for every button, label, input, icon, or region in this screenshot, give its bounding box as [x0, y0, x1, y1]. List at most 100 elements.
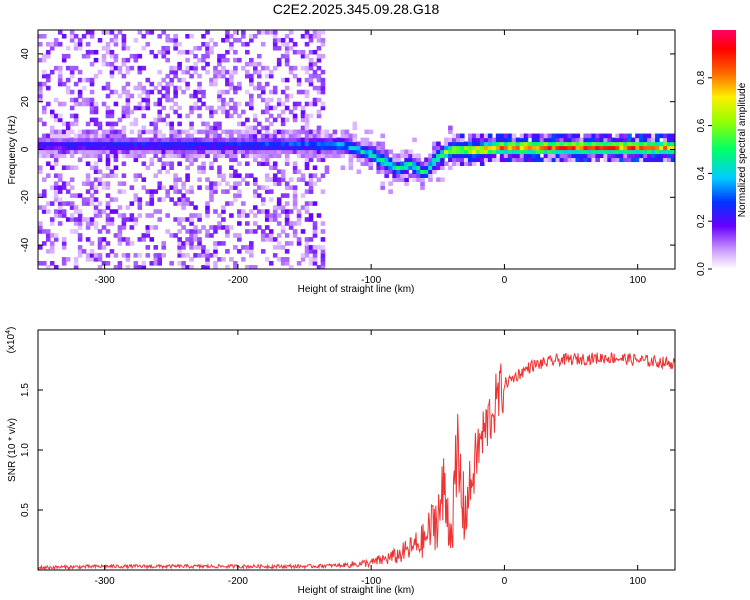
heatmap-cell [97, 177, 103, 182]
heatmap-cell [221, 101, 226, 107]
heatmap-cell [396, 165, 401, 171]
heatmap-cell [284, 161, 290, 167]
heatmap-cell [89, 149, 95, 155]
heatmap-cell [436, 145, 441, 151]
heatmap-cell [157, 217, 163, 222]
heatmap-cell [284, 57, 290, 63]
heatmap-cell [193, 61, 198, 67]
heatmap-cell [217, 213, 222, 218]
heatmap-cell [137, 53, 143, 59]
heatmap-cell [38, 141, 43, 147]
heatmap-cell [237, 161, 242, 167]
heatmap-cell [292, 137, 298, 143]
heatmap-cell [181, 225, 186, 230]
heatmap-cell [201, 165, 206, 171]
heatmap-cell [97, 141, 103, 147]
heatmap-cell [233, 233, 238, 238]
heatmap-cell [125, 145, 131, 151]
heatmap-cell [587, 141, 592, 147]
heatmap-cell [89, 33, 95, 39]
heatmap-cell [249, 101, 254, 107]
heatmap-cell [471, 157, 477, 163]
heatmap-cell [201, 249, 206, 254]
heatmap-cell [284, 185, 290, 190]
heatmap-cell [543, 149, 549, 155]
heatmap-cell [396, 157, 401, 163]
heatmap-cell [141, 161, 147, 167]
heatmap-cell [272, 117, 278, 123]
heatmap-cell [284, 77, 290, 83]
heatmap-cell [237, 137, 242, 143]
heatmap-cell [229, 129, 234, 135]
heatmap-cell [452, 137, 457, 143]
heatmap-cell [264, 101, 270, 107]
heatmap-cell [177, 121, 182, 127]
heatmap-cell [268, 97, 274, 103]
heatmap-cell [467, 153, 473, 159]
heatmap-cell [117, 129, 123, 135]
heatmap-cell [133, 193, 139, 198]
heatmap-cell [300, 137, 306, 143]
heatmap-cell [217, 257, 222, 262]
heatmap-cell [432, 153, 437, 159]
heatmap-cell [125, 265, 131, 269]
heatmap-cell [38, 81, 43, 87]
colorbar-tick-label: 0.8 [696, 70, 707, 84]
heatmap-cell [400, 153, 405, 159]
heatmap-cell [559, 157, 565, 163]
heatmap-cell [252, 85, 258, 91]
heatmap-cell [456, 153, 461, 159]
heatmap-cell [603, 149, 608, 155]
heatmap-cell [205, 229, 210, 234]
heatmap-cell [408, 153, 413, 159]
heatmap-cell [304, 217, 310, 222]
heatmap-cell [424, 173, 429, 178]
heatmap-cell [416, 153, 421, 159]
heatmap-cell [169, 69, 174, 75]
heatmap-cells [38, 30, 675, 269]
heatmap-cell [209, 105, 214, 111]
heatmap-cell [264, 137, 270, 143]
heatmap-cell [272, 245, 278, 250]
heatmap-cell [113, 173, 119, 178]
heatmap-cell [404, 157, 409, 163]
heatmap-cell [280, 37, 286, 43]
heatmap-cell [320, 141, 326, 147]
heatmap-cell [213, 65, 218, 71]
heatmap-cell [312, 137, 318, 143]
heatmap-cell [149, 225, 155, 230]
heatmap-cell [304, 33, 310, 39]
heatmap-cell [288, 30, 294, 35]
heatmap-cell [157, 197, 163, 202]
heatmap-cell [432, 169, 437, 174]
heatmap-cell [45, 101, 51, 107]
heatmap-cell [300, 125, 306, 131]
heatmap-cell [555, 133, 561, 139]
heatmap-cell [245, 129, 250, 135]
heatmap-cell [312, 61, 318, 67]
heatmap-cell [205, 253, 210, 258]
heatmap-cell [384, 165, 389, 171]
heatmap-cell [308, 73, 314, 79]
heatmap-cell [229, 149, 234, 155]
heatmap-cell [300, 145, 306, 151]
heatmap-cell [57, 41, 63, 47]
heatmap-cell [165, 137, 170, 143]
heatmap-cell [651, 157, 656, 163]
heatmap-cell [575, 153, 581, 159]
heatmap-cell [209, 161, 214, 167]
heatmap-cell [511, 141, 517, 147]
heatmap-cell [221, 97, 226, 103]
heatmap-cell [280, 169, 286, 174]
heatmap-cell [157, 97, 163, 103]
heatmap-cell [268, 113, 274, 119]
heatmap-cell [647, 137, 652, 143]
heatmap-cell [105, 153, 111, 159]
heatmap-cell [241, 129, 246, 135]
heatmap-cell [53, 173, 59, 178]
heatmap-cell [595, 137, 600, 143]
heatmap-cell [647, 149, 652, 155]
heatmap-cell [41, 241, 47, 246]
heatmap-cell [221, 37, 226, 43]
heatmap-cell [61, 121, 67, 127]
